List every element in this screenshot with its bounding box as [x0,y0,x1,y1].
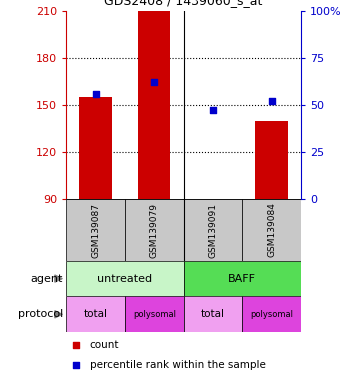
Text: total: total [84,309,108,319]
Point [73,362,79,368]
Text: percentile rank within the sample: percentile rank within the sample [90,360,266,370]
Bar [242,296,301,332]
Text: GSM139087: GSM139087 [91,202,100,258]
Point [152,79,157,85]
Bar [184,296,242,332]
Bar [255,121,288,199]
Text: polysomal: polysomal [250,310,293,319]
Text: GSM139084: GSM139084 [267,203,276,257]
Text: agent: agent [31,273,63,284]
Bar [66,296,125,332]
Text: BAFF: BAFF [228,273,256,284]
Bar [184,261,301,296]
Bar [125,199,184,261]
Text: untreated: untreated [97,273,153,284]
Text: GSM139079: GSM139079 [150,202,159,258]
Bar [242,199,301,261]
Point [93,91,98,97]
Text: count: count [90,339,119,349]
Text: GSM139091: GSM139091 [208,202,217,258]
Point [269,98,274,104]
Bar [66,199,125,261]
Bar [125,296,184,332]
Bar [66,261,184,296]
Bar [80,98,112,199]
Text: polysomal: polysomal [133,310,176,319]
Point [210,107,216,113]
Bar [184,199,242,261]
Bar [138,11,170,199]
Title: GDS2408 / 1439060_s_at: GDS2408 / 1439060_s_at [104,0,263,7]
Text: total: total [201,309,225,319]
Point [73,341,79,348]
Text: protocol: protocol [18,309,63,319]
